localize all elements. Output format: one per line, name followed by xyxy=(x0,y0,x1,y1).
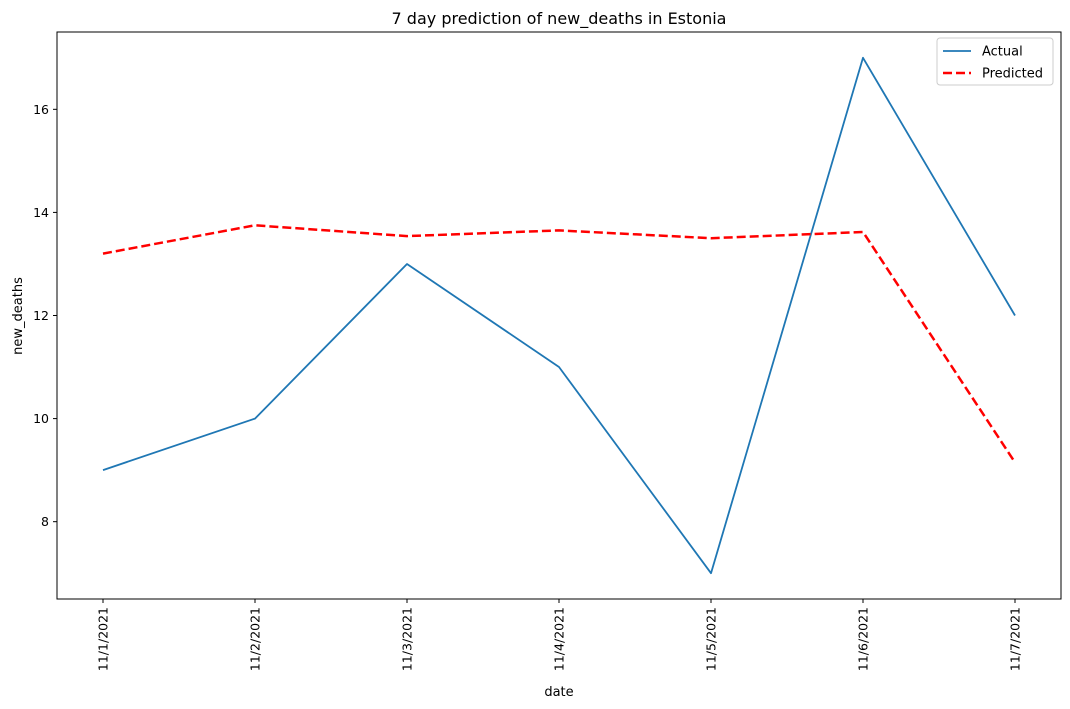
y-axis: 8 10 12 14 16 xyxy=(33,102,57,529)
series-lines xyxy=(102,56,1017,575)
series-line-predicted xyxy=(102,224,1017,464)
x-tick-label: 11/1/2021 xyxy=(96,607,111,671)
y-tick-label: 14 xyxy=(33,205,49,220)
y-tick-label: 8 xyxy=(41,514,49,529)
y-tick-label: 16 xyxy=(33,102,49,117)
legend: Actual Predicted xyxy=(936,37,1054,86)
y-tick-label: 10 xyxy=(33,411,49,426)
y-axis-label: new_deaths xyxy=(11,277,26,355)
x-tick-label: 11/3/2021 xyxy=(400,607,415,671)
legend-label-actual: Actual xyxy=(982,45,1023,60)
legend-box xyxy=(936,37,1054,86)
x-tick-label: 11/4/2021 xyxy=(552,607,567,671)
chart-title: 7 day prediction of new_deaths in Estoni… xyxy=(392,9,727,29)
legend-label-predicted: Predicted xyxy=(982,67,1043,82)
x-tick-label: 11/7/2021 xyxy=(1008,607,1023,671)
x-axis-label: date xyxy=(544,685,573,700)
x-tick-label: 11/5/2021 xyxy=(704,607,719,671)
x-tick-label: 11/2/2021 xyxy=(248,607,263,671)
y-tick-label: 12 xyxy=(33,308,49,323)
x-axis: 11/1/2021 11/2/2021 11/3/2021 11/4/2021 11/5… xyxy=(96,599,1023,671)
x-tick-label: 11/6/2021 xyxy=(856,607,871,671)
plot-area xyxy=(56,31,1062,600)
